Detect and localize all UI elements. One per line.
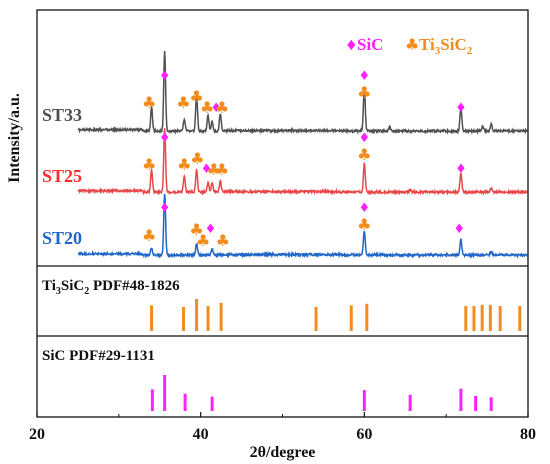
trace-st20 [77, 193, 528, 259]
legend-ti3sic2-label: Ti3SiC2 [419, 35, 473, 57]
axes: 20 40 60 80 2θ/degree Intensity/a.u. [6, 93, 536, 461]
sic-marker: ♦ [359, 69, 371, 84]
series-label-st25: ST25 [42, 166, 82, 186]
sic-marker: ♦ [205, 222, 217, 237]
sic-marker: ♦ [359, 201, 371, 216]
x-axis-label: 2θ/degree [250, 444, 316, 461]
sic-marker: ♦ [159, 69, 171, 84]
peak-markers: ♣♦♣♣♣♦♣♦♣♦♣♦♣♣♦♣♣♦♣♦♣♦♣♣♦♣♦♣ ♦ [142, 69, 467, 250]
sic-marker: ♦ [159, 201, 171, 216]
legend: ♦ SiC ♣ Ti3SiC2 [345, 35, 473, 57]
ti3sic2-marker: ♣ [189, 87, 203, 106]
sic-marker: ♦ [210, 101, 222, 116]
reference-label-ti3sic2: Ti3SiC2 PDF#48-1826 [42, 278, 180, 297]
sic-marker: ♦ [359, 131, 371, 146]
ti3sic2-marker: ♣ [357, 145, 371, 164]
ti3sic2-marker: ♣ [196, 231, 210, 250]
trace-st25 [77, 128, 528, 196]
x-tick-label: 60 [356, 426, 372, 443]
ti3sic2-marker: ♣ [215, 98, 229, 117]
legend-sic-symbol: ♦ [345, 38, 358, 54]
trace-st33 [77, 50, 528, 135]
sic-marker: ♦ [455, 162, 467, 177]
ti3sic2-marker: ♣ [142, 226, 156, 245]
ti3sic2-marker: ♣ [216, 231, 230, 250]
xrd-traces: ST33 ST25 ST20 [42, 50, 528, 259]
sic-marker: ♦ [453, 222, 465, 237]
ti3sic2-marker: ♣ [142, 155, 156, 174]
ti3sic2-marker: ♣ [207, 160, 221, 179]
ti3sic2-marker: ♣ [200, 98, 214, 117]
sic-marker: ♦ [455, 101, 467, 116]
x-tick-label: 40 [193, 426, 209, 443]
reference-label-sic: SiC PDF#29-1131 [42, 348, 155, 364]
ti3sic2-marker: ♣ [215, 160, 229, 179]
ti3sic2-marker: ♣ [177, 155, 191, 174]
ti3sic2-marker: ♣ [176, 93, 190, 112]
series-label-st20: ST20 [42, 228, 82, 248]
ti3sic2-marker: ♣ [190, 149, 204, 168]
sic-marker: ♦ [201, 162, 213, 177]
x-tick-label: 20 [29, 426, 45, 443]
legend-ti3sic2-symbol: ♣ [405, 35, 419, 54]
y-axis-label: Intensity/a.u. [6, 93, 23, 183]
reference-panels: Ti3SiC2 PDF#48-1826 SiC PDF#29-1131 [42, 278, 522, 411]
x-tick-label: 80 [520, 426, 536, 443]
series-label-st33: ST33 [42, 105, 82, 125]
ti3sic2-marker: ♣ [189, 220, 203, 239]
ti3sic2-marker: ♣ [357, 215, 371, 234]
sic-marker: ♦ [159, 131, 171, 146]
legend-sic-label: SiC [357, 35, 383, 54]
ti3sic2-marker: ♣ [357, 83, 371, 102]
ti3sic2-marker: ♣ [142, 93, 156, 112]
